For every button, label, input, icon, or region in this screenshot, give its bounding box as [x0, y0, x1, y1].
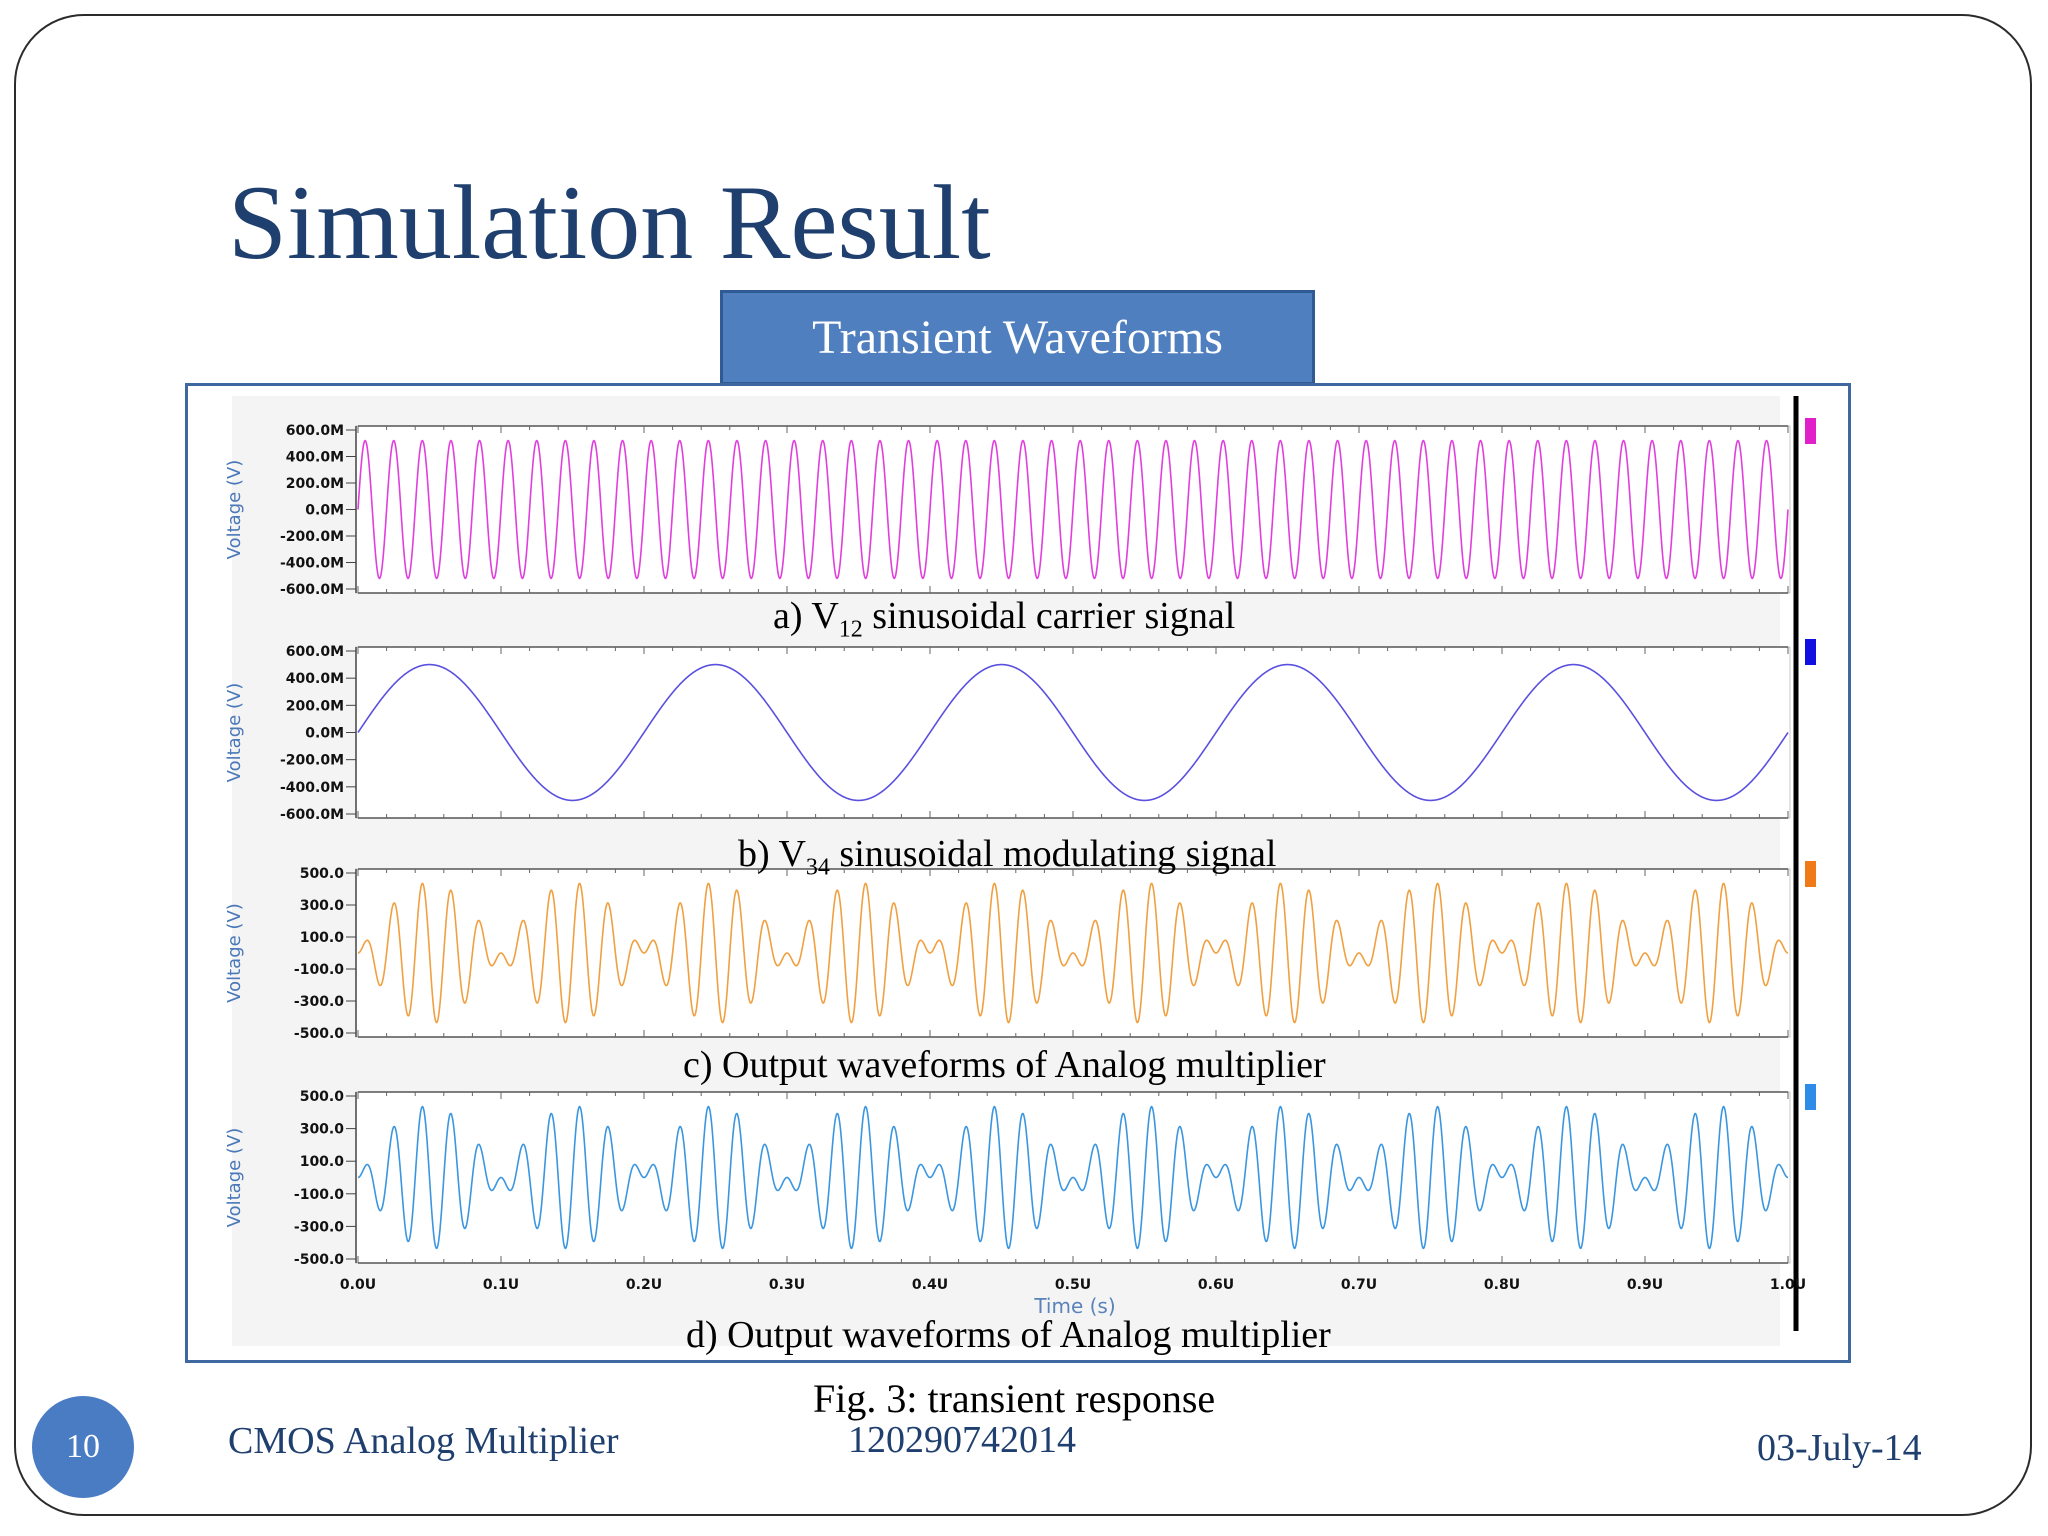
y-axis-label-4: Voltage (V)	[224, 1128, 245, 1228]
series-color-marker-3	[1805, 861, 1816, 887]
y-tick-label: -400.0M	[280, 556, 344, 572]
caption-a-prefix: a) V	[773, 595, 839, 637]
y-axis-label-2: Voltage (V)	[224, 683, 245, 783]
x-tick-label: 0.8U	[1484, 1277, 1520, 1293]
series-color-marker-2	[1805, 639, 1816, 665]
y-tick-label: 200.0M	[286, 698, 344, 714]
y-tick-label: -300.0	[294, 994, 344, 1010]
y-tick-label: -500.0	[294, 1026, 344, 1042]
waveform-line-1	[357, 439, 1789, 580]
y-tick-label: 600.0M	[286, 644, 344, 660]
x-axis-label: Time (s)	[1033, 1294, 1115, 1318]
subtitle-box: Transient Waveforms	[720, 290, 1315, 385]
caption-a-text: sinusoidal carrier signal	[862, 595, 1236, 637]
y-tick-label: 100.0	[300, 930, 345, 946]
figure-caption: Fig. 3: transient response	[813, 1376, 1216, 1421]
x-tick-label: 0.1U	[483, 1277, 519, 1293]
caption-a-subscript: 12	[838, 616, 863, 643]
waveform-line-4	[357, 1105, 1789, 1250]
page-number-badge: 10	[32, 1396, 134, 1498]
footer-right: 03-July-14	[1757, 1427, 1922, 1469]
waveform-charts: 600.0M 400.0M 200.0M 0.0M -200.0M -400.0M -600…	[224, 396, 1816, 1346]
x-tick-label: 0.4U	[912, 1277, 948, 1293]
y-tick-label: 500.0	[300, 1089, 345, 1105]
y-tick-label: -200.0M	[280, 529, 344, 545]
y-tick-label: 200.0M	[286, 476, 344, 492]
x-tick-label: 0.3U	[769, 1277, 805, 1293]
y-axis-label-1: Voltage (V)	[224, 460, 245, 560]
y-tick-label: 400.0M	[286, 450, 344, 466]
x-tick-label: 0.7U	[1341, 1277, 1377, 1293]
y-tick-label: -600.0M	[280, 582, 344, 598]
y-tick-label: 300.0	[300, 1122, 345, 1138]
caption-c: c) Output waveforms of Analog multiplier	[683, 1044, 1326, 1086]
y-tick-label: -500.0	[294, 1252, 344, 1268]
caption-b-subscript: 34	[805, 854, 830, 881]
x-tick-label: 0.5U	[1055, 1277, 1091, 1293]
x-tick-label: 0.6U	[1198, 1277, 1234, 1293]
caption-a: a) V12 sinusoidal carrier signal	[773, 597, 1235, 642]
y-tick-label: -100.0	[294, 962, 344, 978]
caption-b: b) V34 sinusoidal modulating signal	[738, 835, 1276, 880]
y-tick-label: 100.0	[300, 1154, 345, 1170]
y-tick-label: 400.0M	[286, 671, 344, 687]
waveform-line-2	[357, 663, 1789, 802]
y-tick-label: -400.0M	[280, 780, 344, 796]
y-tick-label: 0.0M	[305, 726, 344, 742]
footer-left: CMOS Analog Multiplier	[228, 1420, 619, 1462]
x-tick-label: 1.0U	[1770, 1277, 1806, 1293]
figure-box: 600.0M 400.0M 200.0M 0.0M -200.0M -400.0M -600…	[185, 383, 1851, 1363]
y-tick-label: -300.0	[294, 1219, 344, 1235]
y-tick-label: 300.0	[300, 898, 345, 914]
footer-center: 120290742014	[848, 1419, 1076, 1461]
x-tick-label: 0.9U	[1627, 1277, 1663, 1293]
x-tick-label: 0.0U	[340, 1277, 376, 1293]
caption-d: d) Output waveforms of Analog multiplier	[686, 1314, 1331, 1356]
x-tick-label: 0.2U	[626, 1277, 662, 1293]
page-title: Simulation Result	[228, 164, 991, 281]
caption-b-text: sinusoidal modulating signal	[829, 833, 1277, 875]
waveform-line-3	[357, 882, 1789, 1024]
y-tick-label: 600.0M	[286, 423, 344, 439]
y-tick-label: 0.0M	[305, 503, 344, 519]
series-color-marker-1	[1805, 418, 1816, 444]
y-tick-label: 500.0	[300, 866, 345, 882]
y-tick-label: -200.0M	[280, 753, 344, 769]
y-tick-label: -100.0	[294, 1187, 344, 1203]
series-color-marker-4	[1805, 1084, 1816, 1110]
y-axis-label-3: Voltage (V)	[224, 903, 245, 1003]
caption-b-prefix: b) V	[738, 833, 806, 875]
y-tick-label: -600.0M	[280, 807, 344, 823]
